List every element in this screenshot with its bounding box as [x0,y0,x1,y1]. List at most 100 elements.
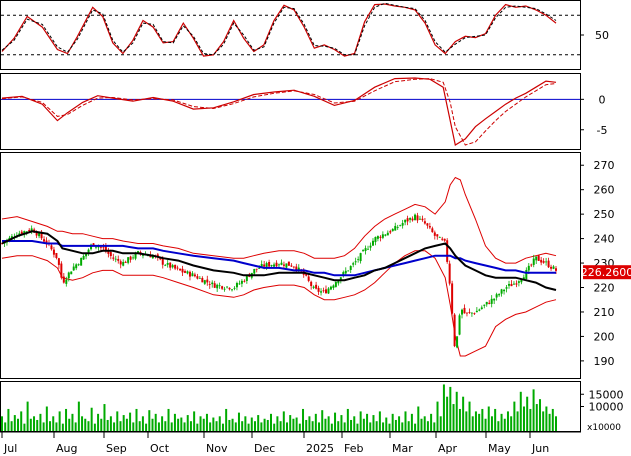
candle-body [80,257,83,266]
candle-body [480,307,483,309]
volume-bar [439,416,442,431]
volume-bar [266,419,269,431]
volume-bar [279,421,282,431]
candle-body [349,266,352,270]
volume-bar [212,417,215,431]
volume-bar [71,413,74,431]
price-tick-label-2: 250 [594,208,615,221]
volume-bar [327,416,330,431]
volume-bar [241,421,244,431]
volume-bar [109,416,112,431]
candle-body [216,284,219,289]
candle-body [112,257,115,259]
volume-bar [394,419,397,431]
macd-signal-line [1,78,557,146]
candle-body [537,255,540,261]
candle-body [438,236,441,238]
candle-body [418,218,421,220]
price-tick-label-3: 240 [594,233,615,246]
volume-bar [20,411,23,431]
volume-bar [436,401,439,431]
volume-bar [375,421,378,431]
candle-body [522,277,525,281]
candle-body [55,252,58,258]
volume-bar [321,410,324,431]
candle-body [193,274,196,277]
candle-body [532,258,535,265]
volume-bar [250,417,253,431]
candle-body [245,275,248,281]
candle-body [65,279,68,284]
candle-body [57,258,60,265]
volume-bar [55,422,58,431]
volume-bar [183,422,186,431]
candle-body [295,266,298,271]
candle-body [109,252,112,256]
volume-bar [196,423,199,431]
volume-bar [532,389,535,431]
candle-body [550,266,553,269]
candle-body [401,223,404,226]
volume-bar [356,423,359,431]
volume-bar [17,418,20,431]
volume-bar [487,406,490,431]
volume-bar [74,422,77,431]
volume-bar [215,421,218,431]
candle-body [339,277,342,282]
candle-body [223,288,226,290]
price-panel [0,152,581,379]
volume-bar [298,423,301,431]
stoch-d-line [1,2,557,56]
month-label-6: 2025 [306,442,334,455]
volume-bar [237,412,240,431]
stochastic-series [1,2,580,57]
volume-bar [122,415,125,431]
price-tick-label-8: 190 [594,355,615,368]
candle-body [137,251,140,253]
volume-bar [423,416,426,431]
volume-bar [186,415,189,431]
candle-body [379,236,382,238]
candle-body [1,243,3,245]
volume-bar [458,408,461,431]
candle-body [235,283,238,288]
volume-bar [42,422,45,431]
candle-body [394,225,397,231]
candle-body [50,245,53,250]
candle-body [386,232,389,236]
volume-bar [430,413,433,431]
candle-body [132,257,135,259]
candle-body [208,284,211,286]
candle-body [67,272,70,279]
volume-bar [295,417,298,431]
candle-body [169,262,172,268]
candle-body [344,270,347,274]
candle-body [260,264,263,268]
volume-bar [157,422,160,431]
candle-body [320,291,323,293]
candle-body [352,263,355,265]
volume-bar [269,413,272,431]
candle-body [228,287,231,290]
candle-body [156,254,159,258]
candle-body [287,261,290,266]
volume-bar [407,421,410,431]
candle-body [468,312,471,313]
candle-body [161,258,164,265]
volume-bar [391,413,394,431]
volume-tick-label-1: 10000 [589,401,624,414]
candle-body [542,261,545,263]
candle-body [273,264,276,267]
volume-bar [551,408,554,431]
candle-body [527,265,530,271]
volume-bar [93,423,96,431]
candle-body [485,301,488,305]
volume-bar [253,421,256,431]
price-tick-label-6: 210 [594,306,615,319]
volume-bar [97,413,100,431]
candle-body [117,258,120,261]
volume-bar [164,421,167,431]
candle-body [52,249,55,255]
volume-bar [209,422,212,431]
volume-bar [84,418,87,431]
